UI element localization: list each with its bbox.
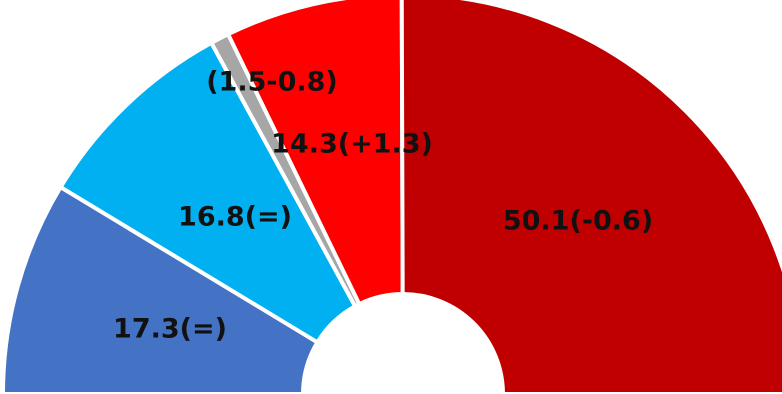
slice-label-1: 16.8(=) — [178, 202, 292, 233]
slice-1 — [58, 40, 358, 345]
slice-label-0: 17.3(=) — [113, 314, 227, 345]
slice-0 — [1, 185, 320, 394]
slice-label-3: 14.3(+1.3) — [271, 129, 433, 160]
slice-3 — [226, 0, 405, 307]
slice-label-2: (1.5-0.8) — [206, 67, 338, 98]
slice-label-4: 50.1(-0.6) — [503, 206, 653, 237]
labels-group: 17.3(=) 16.8(=) (1.5-0.8) 14.3(+1.3) 50.1(-0… — [113, 67, 653, 345]
slice-4 — [399, 0, 782, 394]
